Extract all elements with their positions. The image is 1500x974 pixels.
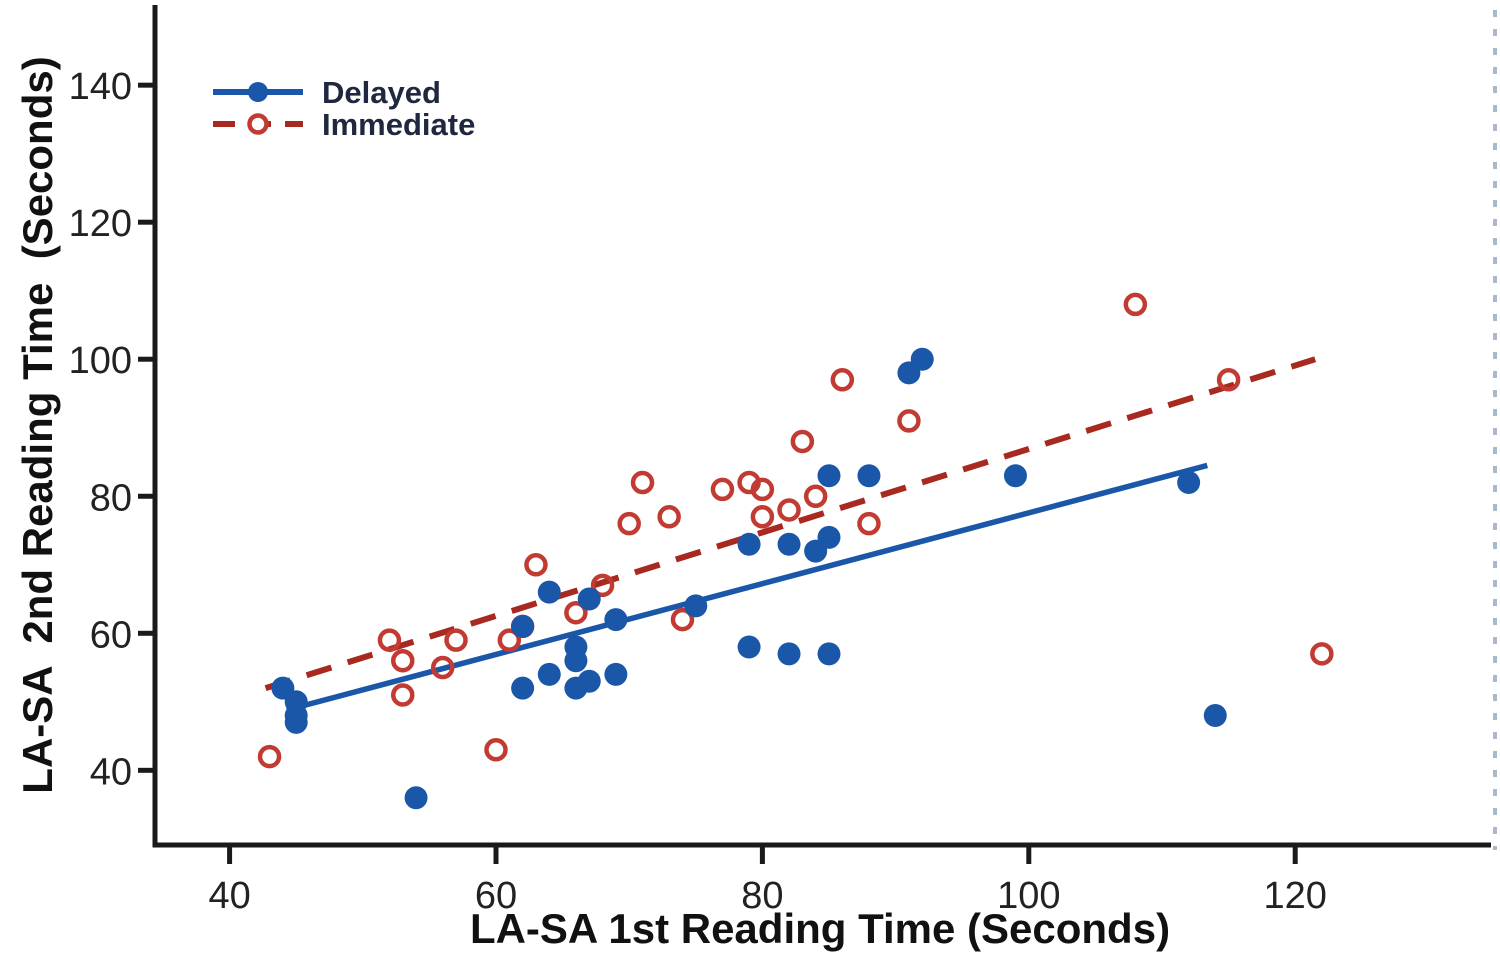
data-point-delayed	[1203, 704, 1227, 728]
x-tick-label: 100	[997, 875, 1060, 917]
data-point-immediate	[750, 505, 775, 529]
data-point-immediate	[1216, 368, 1241, 392]
data-point-immediate	[790, 429, 815, 454]
data-point-delayed	[577, 669, 601, 693]
data-point-immediate	[564, 600, 588, 625]
x-tick-label: 80	[741, 875, 783, 917]
data-point-delayed	[777, 532, 801, 556]
data-point-delayed	[404, 786, 428, 810]
data-point-delayed	[817, 642, 841, 666]
x-axis-title: LA-SA 1st Reading Time (Seconds)	[470, 905, 1170, 952]
data-point-immediate	[630, 470, 655, 495]
data-point-immediate	[803, 484, 828, 509]
data-point-immediate	[497, 628, 522, 652]
y-axis-title: LA-SA 2nd Reading Time (Seconds)	[14, 56, 61, 793]
data-point-delayed	[511, 614, 535, 638]
x-tick-label: 60	[475, 875, 517, 917]
data-point-delayed	[910, 347, 934, 371]
data-point-immediate	[590, 573, 615, 598]
data-point-immediate	[524, 553, 548, 577]
data-point-immediate	[391, 648, 415, 673]
data-point-delayed	[857, 464, 881, 488]
data-point-immediate	[1123, 292, 1148, 317]
data-point-delayed	[537, 580, 561, 604]
y-tick-label: 140	[69, 66, 132, 108]
data-point-delayed	[537, 662, 561, 686]
data-point-delayed	[564, 635, 588, 659]
legend: Delayed Immediate	[213, 75, 475, 142]
data-point-immediate	[670, 607, 695, 632]
data-point-delayed	[737, 532, 761, 556]
data-point-delayed	[604, 608, 628, 632]
data-point-immediate	[857, 511, 881, 536]
plot-area: 40 60 80 100 120 40 60 80 100 120 140	[69, 5, 1491, 917]
data-point-immediate	[777, 498, 801, 522]
data-point-delayed	[511, 676, 535, 700]
data-point-immediate	[750, 477, 775, 502]
data-point-immediate	[484, 738, 508, 762]
y-tick-label: 60	[90, 614, 132, 656]
data-point-delayed	[777, 642, 801, 666]
data-point-immediate	[897, 409, 921, 433]
data-point-delayed	[284, 710, 308, 734]
data-point-immediate	[710, 477, 735, 502]
x-tick-label: 40	[208, 875, 250, 917]
data-point-immediate	[391, 683, 415, 707]
delayed-trendline	[286, 462, 1208, 713]
legend-delayed-marker-icon	[248, 82, 268, 102]
data-point-delayed	[1177, 471, 1201, 495]
immediate-trendline	[264, 356, 1317, 691]
data-point-immediate	[1310, 642, 1334, 666]
x-tick-label: 120	[1263, 875, 1326, 917]
data-point-delayed	[817, 464, 841, 488]
data-point-immediate	[657, 505, 681, 529]
y-tick-label: 120	[69, 203, 132, 245]
legend-label-delayed: Delayed	[322, 75, 441, 110]
data-point-delayed	[817, 525, 841, 549]
data-point-delayed	[604, 662, 628, 686]
y-tick-label: 40	[90, 751, 132, 793]
data-point-immediate	[257, 744, 282, 769]
data-point-immediate	[377, 628, 402, 652]
data-point-delayed	[1003, 464, 1027, 488]
data-point-immediate	[617, 511, 641, 536]
data-point-delayed	[577, 587, 601, 611]
data-point-delayed	[684, 594, 708, 618]
data-point-immediate	[430, 655, 455, 680]
y-tick-label: 100	[69, 340, 132, 382]
legend-immediate-marker-icon	[247, 113, 269, 135]
y-tick-label: 80	[90, 477, 132, 519]
data-point-immediate	[444, 628, 468, 652]
legend-label-immediate: Immediate	[322, 107, 475, 142]
data-point-delayed	[737, 635, 761, 659]
data-point-immediate	[830, 368, 855, 392]
